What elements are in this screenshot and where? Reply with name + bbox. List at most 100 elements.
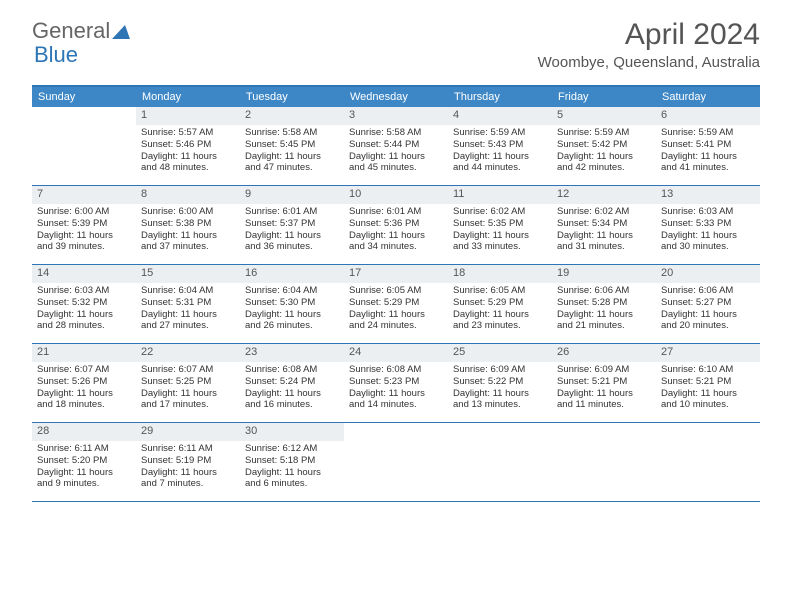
day-number: 18 [448,265,552,283]
day-cell: 10Sunrise: 6:01 AMSunset: 5:36 PMDayligh… [344,186,448,264]
day-number: 14 [32,265,136,283]
day-cell: 7Sunrise: 6:00 AMSunset: 5:39 PMDaylight… [32,186,136,264]
day-number: 28 [32,423,136,441]
day-cell: 4Sunrise: 5:59 AMSunset: 5:43 PMDaylight… [448,107,552,185]
day-number: 19 [552,265,656,283]
day-number: 4 [448,107,552,125]
daylight-text: Daylight: 11 hours and 31 minutes. [557,230,651,254]
daylight-text: Daylight: 11 hours and 41 minutes. [661,151,755,175]
day-details: Sunrise: 5:58 AMSunset: 5:44 PMDaylight:… [344,127,448,179]
day-number: 17 [344,265,448,283]
day-cell: 1Sunrise: 5:57 AMSunset: 5:46 PMDaylight… [136,107,240,185]
day-number: 20 [656,265,760,283]
day-details: Sunrise: 6:09 AMSunset: 5:22 PMDaylight:… [448,364,552,416]
day-cell: 8Sunrise: 6:00 AMSunset: 5:38 PMDaylight… [136,186,240,264]
sunrise-text: Sunrise: 6:05 AM [349,285,443,297]
title-block: April 2024 Woombye, Queensland, Australi… [538,18,760,71]
daylight-text: Daylight: 11 hours and 44 minutes. [453,151,547,175]
sunset-text: Sunset: 5:30 PM [245,297,339,309]
sunrise-text: Sunrise: 6:08 AM [349,364,443,376]
day-number: 22 [136,344,240,362]
day-cell: 3Sunrise: 5:58 AMSunset: 5:44 PMDaylight… [344,107,448,185]
day-details: Sunrise: 6:10 AMSunset: 5:21 PMDaylight:… [656,364,760,416]
day-cell: 9Sunrise: 6:01 AMSunset: 5:37 PMDaylight… [240,186,344,264]
location: Woombye, Queensland, Australia [538,54,760,71]
daylight-text: Daylight: 11 hours and 13 minutes. [453,388,547,412]
sunrise-text: Sunrise: 6:11 AM [141,443,235,455]
daylight-text: Daylight: 11 hours and 34 minutes. [349,230,443,254]
dayhead-tue: Tuesday [240,87,344,107]
day-cell: 6Sunrise: 5:59 AMSunset: 5:41 PMDaylight… [656,107,760,185]
day-cell: 19Sunrise: 6:06 AMSunset: 5:28 PMDayligh… [552,265,656,343]
sunset-text: Sunset: 5:36 PM [349,218,443,230]
week-row: .1Sunrise: 5:57 AMSunset: 5:46 PMDayligh… [32,107,760,186]
day-cell: . [552,423,656,501]
day-details: Sunrise: 6:08 AMSunset: 5:23 PMDaylight:… [344,364,448,416]
sunset-text: Sunset: 5:23 PM [349,376,443,388]
weeks-container: . 1Sunrise: 5:57 AMSunset: 5:46 PMDayligh… [32,107,760,502]
sunrise-text: Sunrise: 6:07 AM [141,364,235,376]
daylight-text: Daylight: 11 hours and 11 minutes. [557,388,651,412]
day-details: Sunrise: 6:07 AMSunset: 5:25 PMDaylight:… [136,364,240,416]
week-row: 21Sunrise: 6:07 AMSunset: 5:26 PMDayligh… [32,344,760,423]
day-number: 2 [240,107,344,125]
day-details: Sunrise: 5:57 AMSunset: 5:46 PMDaylight:… [136,127,240,179]
day-number: 25 [448,344,552,362]
day-number: 23 [240,344,344,362]
daylight-text: Daylight: 11 hours and 20 minutes. [661,309,755,333]
sunset-text: Sunset: 5:29 PM [453,297,547,309]
day-details: Sunrise: 6:04 AMSunset: 5:31 PMDaylight:… [136,285,240,337]
sunrise-text: Sunrise: 6:05 AM [453,285,547,297]
day-number: 9 [240,186,344,204]
day-number: 26 [552,344,656,362]
daylight-text: Daylight: 11 hours and 24 minutes. [349,309,443,333]
sunrise-text: Sunrise: 6:11 AM [37,443,131,455]
day-number: 8 [136,186,240,204]
dayhead-mon: Monday [136,87,240,107]
sunrise-text: Sunrise: 6:12 AM [245,443,339,455]
daylight-text: Daylight: 11 hours and 42 minutes. [557,151,651,175]
day-cell: 15Sunrise: 6:04 AMSunset: 5:31 PMDayligh… [136,265,240,343]
sunrise-text: Sunrise: 6:00 AM [141,206,235,218]
sunset-text: Sunset: 5:44 PM [349,139,443,151]
sunrise-text: Sunrise: 6:00 AM [37,206,131,218]
sunrise-text: Sunrise: 6:08 AM [245,364,339,376]
day-details: Sunrise: 6:12 AMSunset: 5:18 PMDaylight:… [240,443,344,495]
daylight-text: Daylight: 11 hours and 39 minutes. [37,230,131,254]
dayhead-fri: Friday [552,87,656,107]
sunset-text: Sunset: 5:42 PM [557,139,651,151]
day-header-row: Sunday Monday Tuesday Wednesday Thursday… [32,87,760,107]
month-title: April 2024 [538,18,760,52]
daylight-text: Daylight: 11 hours and 14 minutes. [349,388,443,412]
day-cell: 25 Sunrise: 6:09 AMSunset: 5:22 PMDayligh… [448,344,552,422]
sunset-text: Sunset: 5:34 PM [557,218,651,230]
week-row: 14Sunrise: 6:03 AMSunset: 5:32 PMDayligh… [32,265,760,344]
day-cell: 26Sunrise: 6:09 AMSunset: 5:21 PMDayligh… [552,344,656,422]
day-cell: 20 Sunrise: 6:06 AMSunset: 5:27 PMDayligh… [656,265,760,343]
day-details: Sunrise: 6:00 AMSunset: 5:39 PMDaylight:… [32,206,136,258]
logo: General [32,18,130,44]
day-details: Sunrise: 6:06 AMSunset: 5:27 PMDaylight:… [656,285,760,337]
sunrise-text: Sunrise: 6:04 AM [245,285,339,297]
sunset-text: Sunset: 5:21 PM [661,376,755,388]
sunset-text: Sunset: 5:21 PM [557,376,651,388]
day-cell: 5Sunrise: 5:59 AMSunset: 5:42 PMDaylight… [552,107,656,185]
day-cell: 23Sunrise: 6:08 AMSunset: 5:24 PMDayligh… [240,344,344,422]
day-number: 29 [136,423,240,441]
sunrise-text: Sunrise: 5:58 AM [245,127,339,139]
daylight-text: Daylight: 11 hours and 37 minutes. [141,230,235,254]
day-cell: 21Sunrise: 6:07 AMSunset: 5:26 PMDayligh… [32,344,136,422]
dayhead-sat: Saturday [656,87,760,107]
daylight-text: Daylight: 11 hours and 36 minutes. [245,230,339,254]
daylight-text: Daylight: 11 hours and 45 minutes. [349,151,443,175]
day-details: Sunrise: 5:58 AMSunset: 5:45 PMDaylight:… [240,127,344,179]
day-number: 6 [656,107,760,125]
sunset-text: Sunset: 5:43 PM [453,139,547,151]
sunset-text: Sunset: 5:27 PM [661,297,755,309]
week-row: 28Sunrise: 6:11 AMSunset: 5:20 PMDayligh… [32,423,760,502]
day-cell: 18 Sunrise: 6:05 AMSunset: 5:29 PMDayligh… [448,265,552,343]
day-number: 13 [656,186,760,204]
week-row: 7Sunrise: 6:00 AMSunset: 5:39 PMDaylight… [32,186,760,265]
daylight-text: Daylight: 11 hours and 23 minutes. [453,309,547,333]
sunrise-text: Sunrise: 6:02 AM [453,206,547,218]
